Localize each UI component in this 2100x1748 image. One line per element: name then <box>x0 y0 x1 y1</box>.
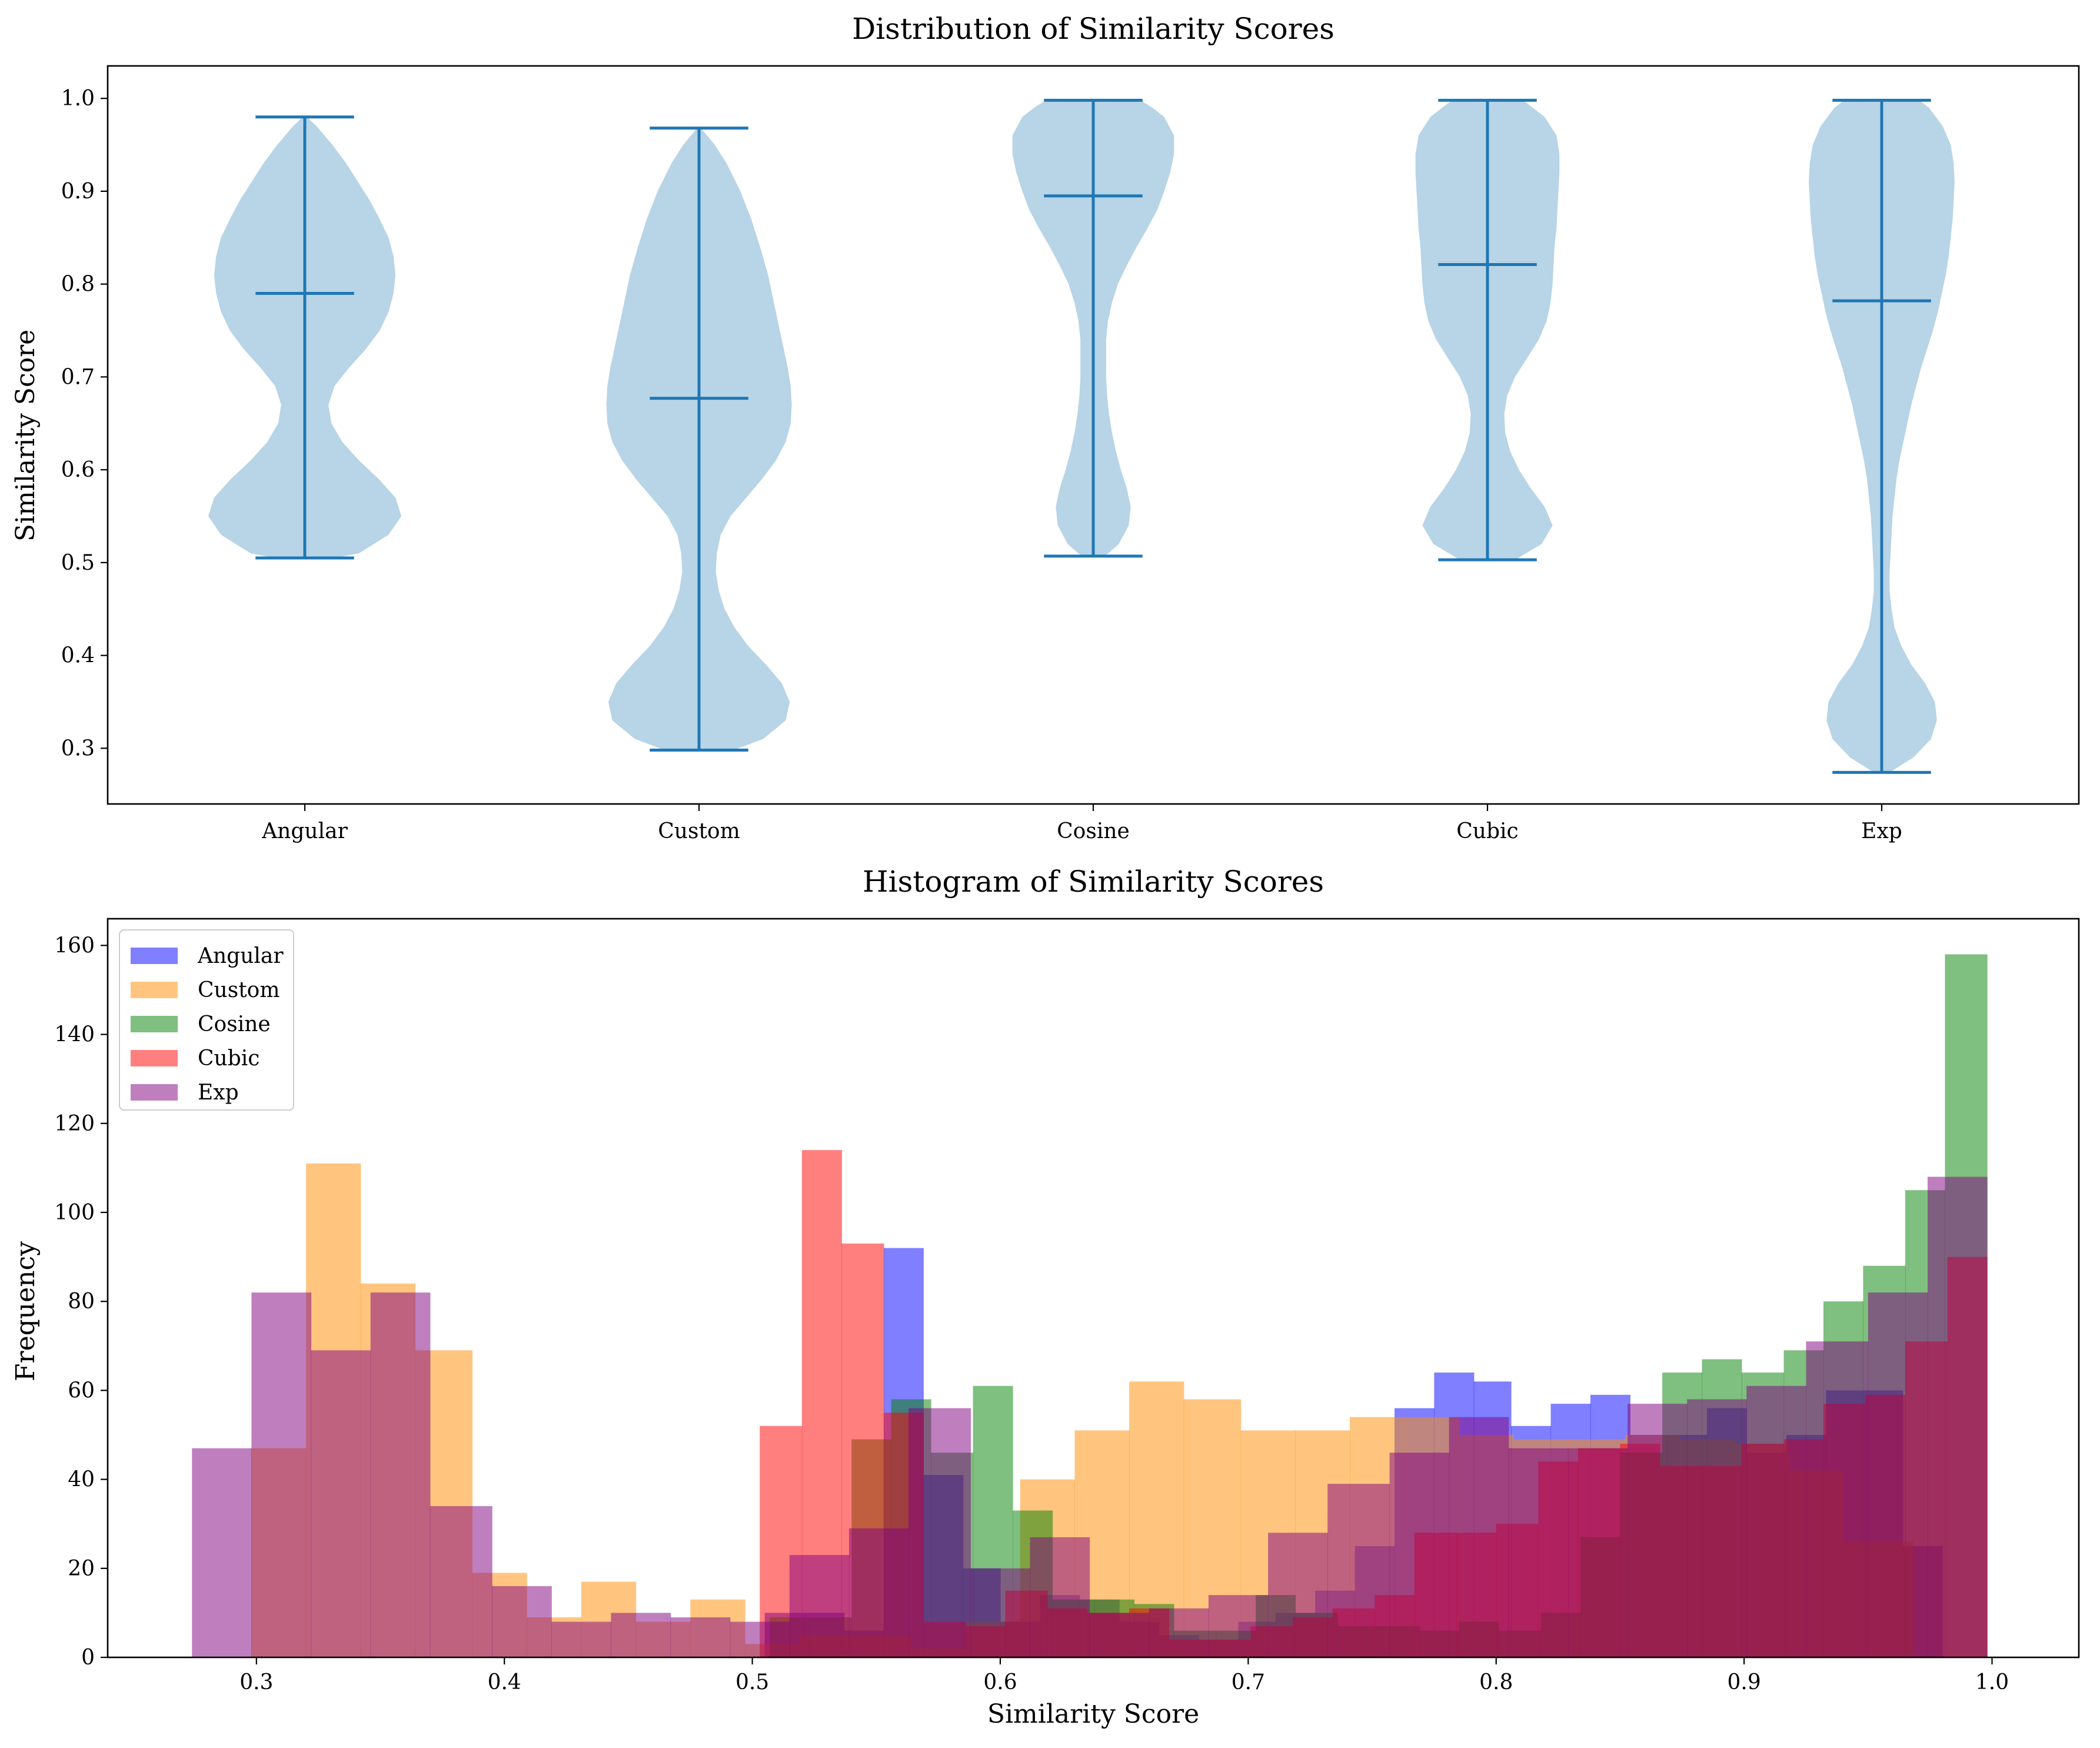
histogram-y-tick-label: 40 <box>68 1468 95 1492</box>
legend-label-exp: Exp <box>198 1081 239 1105</box>
histogram-bar-exp <box>311 1350 371 1657</box>
histogram-panel: Histogram of Similarity Scores Frequency… <box>11 865 2080 1729</box>
histogram-bar-exp <box>1327 1484 1390 1657</box>
histogram-y-tick-label: 120 <box>54 1112 95 1136</box>
histogram-x-tick-label: 0.7 <box>1232 1670 1265 1694</box>
histogram-series-exp <box>192 1177 1988 1657</box>
violin-plot-area <box>208 98 1955 774</box>
histogram-bar-exp <box>670 1617 731 1657</box>
violin-x-tick-label: Angular <box>261 819 348 843</box>
histogram-bar-exp <box>1928 1177 1988 1657</box>
histogram-bar-exp <box>551 1621 611 1657</box>
histogram-bar-exp <box>492 1586 552 1657</box>
histogram-plot-area <box>192 954 1988 1657</box>
histogram-bar-exp <box>370 1292 431 1657</box>
violin-x-ticks: Angular Custom Cosine Cubic Exp <box>261 804 1902 843</box>
histogram-bar-exp <box>611 1613 671 1657</box>
histogram-bar-exp <box>1089 1613 1150 1657</box>
histogram-bar-exp <box>789 1555 850 1657</box>
histogram-bar-exp <box>1208 1595 1269 1657</box>
histogram-y-tick-label: 160 <box>54 933 95 958</box>
histogram-bar-exp <box>1868 1292 1928 1657</box>
legend-label-angular: Angular <box>197 944 284 968</box>
histogram-bar-exp <box>1687 1399 1747 1657</box>
histogram-y-tick-label: 80 <box>68 1290 95 1314</box>
histogram-y-tick-label: 0 <box>81 1646 95 1670</box>
legend-items: Angular Custom Cosine Cubic Exp <box>131 944 284 1105</box>
legend-label-custom: Custom <box>198 978 279 1002</box>
legend-swatch-cosine <box>131 1016 178 1032</box>
histogram-legend: Angular Custom Cosine Cubic Exp <box>119 929 294 1111</box>
violin-x-tick-label: Custom <box>658 819 740 843</box>
violin-x-tick-label: Cubic <box>1456 819 1518 843</box>
violin-panel: Distribution of Similarity Scores Simila… <box>11 12 2080 843</box>
violin-title: Distribution of Similarity Scores <box>852 12 1334 46</box>
histogram-bar-exp <box>430 1506 492 1657</box>
histogram-bar-exp <box>1567 1448 1628 1657</box>
histogram-y-ticks: 0 20 40 60 80 100 120 140 160 <box>54 933 108 1670</box>
histogram-bar-exp <box>1268 1533 1328 1657</box>
violin-y-tick-label: 0.6 <box>61 458 95 482</box>
legend-swatch-exp <box>131 1084 178 1101</box>
histogram-bar-exp <box>908 1408 971 1657</box>
histogram-bar-exp <box>730 1621 790 1657</box>
histogram-bar-exp <box>192 1448 252 1657</box>
histogram-bar-exp <box>1806 1341 1869 1657</box>
histogram-bar-exp <box>1449 1417 1509 1657</box>
violin-y-tick-label: 0.4 <box>61 644 95 668</box>
histogram-bar-exp <box>1628 1404 1688 1657</box>
histogram-x-tick-label: 1.0 <box>1975 1670 2009 1694</box>
legend-swatch-angular <box>131 948 178 964</box>
histogram-y-tick-label: 100 <box>54 1201 95 1225</box>
legend-swatch-custom <box>131 982 178 998</box>
histogram-bar-exp <box>970 1568 1031 1657</box>
histogram-bar-exp <box>1030 1537 1090 1657</box>
violin-y-tick-label: 0.5 <box>61 551 95 575</box>
histogram-bar-exp <box>1389 1453 1450 1657</box>
legend-label-cubic: Cubic <box>198 1046 259 1071</box>
histogram-axes-frame <box>107 918 2080 1659</box>
histogram-x-axis-label: Similarity Score <box>987 1699 1199 1729</box>
histogram-y-axis-label: Frequency <box>11 1241 41 1381</box>
histogram-y-tick-label: 60 <box>68 1378 95 1403</box>
histogram-x-tick-label: 0.3 <box>239 1670 273 1694</box>
histogram-x-tick-label: 0.9 <box>1727 1670 1760 1694</box>
histogram-x-tick-label: 0.4 <box>488 1670 521 1694</box>
histogram-y-tick-label: 20 <box>68 1557 95 1581</box>
histogram-x-ticks: 0.3 0.4 0.5 0.6 0.7 0.8 0.9 1.0 <box>239 1657 2009 1694</box>
histogram-x-tick-label: 0.5 <box>736 1670 769 1694</box>
histogram-x-tick-label: 0.8 <box>1479 1670 1513 1694</box>
violin-x-tick-label: Cosine <box>1057 819 1130 843</box>
histogram-x-tick-label: 0.6 <box>983 1670 1017 1694</box>
violin-y-tick-label: 0.9 <box>61 180 95 204</box>
violin-y-ticks: 0.3 0.4 0.5 0.6 0.7 0.8 0.9 1.0 <box>61 87 108 760</box>
violin-y-axis-label: Similarity Score <box>11 330 41 541</box>
violin-x-tick-label: Exp <box>1861 819 1902 843</box>
violin-y-tick-label: 0.8 <box>61 272 95 297</box>
histogram-bar-exp <box>251 1292 312 1657</box>
histogram-y-tick-label: 140 <box>54 1023 95 1047</box>
histogram-bar-exp <box>848 1528 909 1657</box>
legend-swatch-cubic <box>131 1050 178 1066</box>
legend-label-cosine: Cosine <box>198 1012 271 1036</box>
histogram-bar-exp <box>1746 1385 1806 1657</box>
violin-y-tick-label: 0.3 <box>61 736 95 760</box>
violin-y-tick-label: 1.0 <box>61 87 95 111</box>
histogram-bar-exp <box>1149 1608 1209 1657</box>
histogram-bar-exp <box>1508 1448 1569 1657</box>
violin-y-tick-label: 0.7 <box>61 365 95 389</box>
histogram-title: Histogram of Similarity Scores <box>863 865 1324 899</box>
